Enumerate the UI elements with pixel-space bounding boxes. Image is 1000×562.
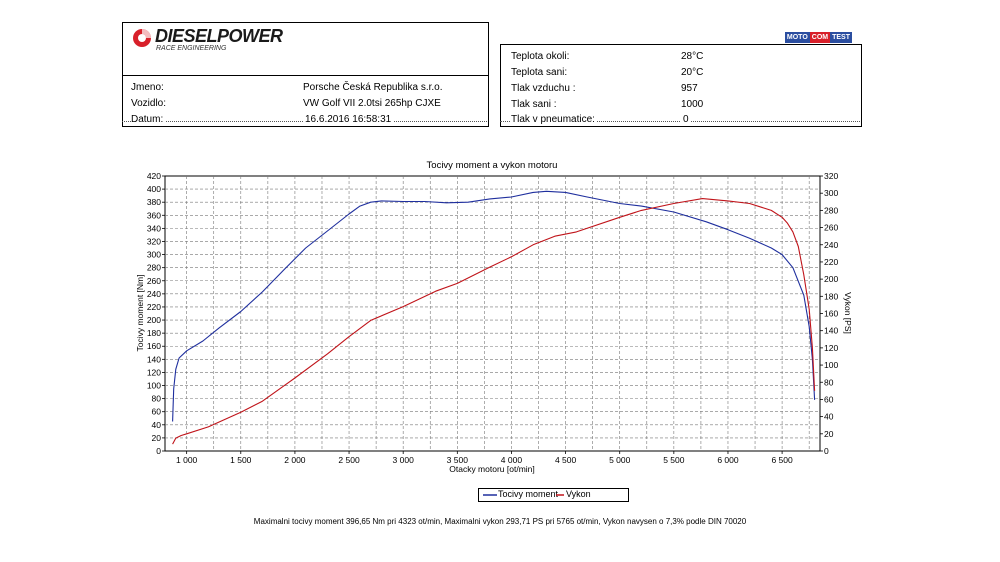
ambient-temp-label: Teplota okoli: <box>511 51 570 62</box>
owner-label: Jmeno: <box>131 82 164 93</box>
y2-tick-label: 300 <box>824 188 838 198</box>
intake-temp-value: 20°C <box>681 67 704 78</box>
tire-pressure-value: 0 <box>681 114 691 125</box>
chart-legend: Tocivy moment Vykon <box>478 488 629 502</box>
logo-wordmark: DIESELPOWER <box>155 26 283 46</box>
legend-label-torque: Tocivy moment <box>498 489 559 499</box>
x-tick-label: 2 000 <box>284 455 306 465</box>
tire-row-divider <box>500 121 860 122</box>
y2-tick-label: 320 <box>824 171 838 181</box>
y2-tick-label: 140 <box>824 326 838 336</box>
y2-tick-label: 40 <box>824 412 834 422</box>
x-tick-label: 5 000 <box>609 455 631 465</box>
y-tick-label: 280 <box>147 263 161 273</box>
company-logo: DIESELPOWER RACE ENGINEERING <box>130 26 290 56</box>
y-tick-label: 160 <box>147 341 161 351</box>
turbo-logo-icon <box>133 29 151 47</box>
x-tick-label: 5 500 <box>663 455 685 465</box>
x-tick-label: 4 500 <box>555 455 577 465</box>
x-tick-label: 4 000 <box>501 455 523 465</box>
logo-frame <box>122 22 489 75</box>
y2-tick-label: 200 <box>824 274 838 284</box>
intake-temp-label: Teplota sani: <box>511 67 568 78</box>
x-tick-label: 3 000 <box>393 455 415 465</box>
y-tick-label: 200 <box>147 315 161 325</box>
y2-tick-label: 280 <box>824 205 838 215</box>
power-curve <box>172 198 816 445</box>
logo-subtitle: RACE ENGINEERING <box>156 45 227 52</box>
motocom-test-badge: MOTO COM TEST <box>784 32 852 43</box>
y-tick-label: 60 <box>152 407 162 417</box>
y-tick-label: 120 <box>147 367 161 377</box>
y2-tick-label: 180 <box>824 291 838 301</box>
y2-tick-label: 100 <box>824 360 838 370</box>
x-tick-label: 6 500 <box>771 455 793 465</box>
tire-pressure-label: Tlak v pneumatice: <box>511 114 597 125</box>
torque-curve <box>172 190 816 422</box>
x-tick-label: 3 500 <box>447 455 469 465</box>
y2-tick-label: 120 <box>824 343 838 353</box>
y2-axis-ticks: 0 20 40 60 80 100 120 140 160 180 200 220 240 260 280 3… <box>820 171 838 456</box>
y2-tick-label: 220 <box>824 257 838 267</box>
y2-axis-label: Vykon [PS] <box>843 292 853 334</box>
conditions-box: Teplota okoli: 28°C Teplota sani: 20°C T… <box>500 44 862 127</box>
y2-tick-label: 240 <box>824 240 838 250</box>
x-tick-label: 2 500 <box>338 455 360 465</box>
y-tick-label: 0 <box>156 446 161 456</box>
y2-tick-label: 160 <box>824 309 838 319</box>
x-tick-label: 1 000 <box>176 455 198 465</box>
x-tick-label: 1 500 <box>230 455 252 465</box>
y2-tick-label: 0 <box>824 446 829 456</box>
vehicle-label: Vozidlo: <box>131 98 167 109</box>
air-pressure-label: Tlak vzduchu : <box>511 83 576 94</box>
y2-tick-label: 20 <box>824 429 834 439</box>
legend-label-power: Vykon <box>566 489 591 499</box>
legend-swatch-torque <box>483 494 497 496</box>
vehicle-info-box: Jmeno: Porsche Česká Republika s.r.o. Vo… <box>122 75 489 127</box>
badge-part-3: TEST <box>830 32 852 43</box>
y-tick-label: 40 <box>152 420 162 430</box>
air-pressure-value: 957 <box>681 83 698 94</box>
series-lines <box>172 190 816 445</box>
y-tick-label: 380 <box>147 197 161 207</box>
vehicle-value: VW Golf VII 2.0tsi 265hp CJXE <box>303 98 441 109</box>
y2-tick-label: 260 <box>824 223 838 233</box>
y-tick-label: 260 <box>147 276 161 286</box>
x-axis-ticks: 1 000 1 500 2 000 2 500 3 000 3 500 4 000 4 500… <box>176 451 793 465</box>
y-tick-label: 240 <box>147 289 161 299</box>
ambient-temp-value: 28°C <box>681 51 704 62</box>
chart-title: Tocivy moment a vykon motoru <box>427 160 558 171</box>
intake-pressure-value: 1000 <box>681 99 704 110</box>
y-tick-label: 20 <box>152 433 162 443</box>
x-tick-label: 6 000 <box>717 455 739 465</box>
y-tick-label: 180 <box>147 328 161 338</box>
y-tick-label: 360 <box>147 210 161 220</box>
summary-text: Maximalni tocivy moment 396,65 Nm pri 43… <box>253 517 747 526</box>
y-tick-label: 140 <box>147 354 161 364</box>
x-axis-label: Otacky motoru [ot/min] <box>449 464 535 474</box>
y-tick-label: 320 <box>147 236 161 246</box>
y2-tick-label: 80 <box>824 377 834 387</box>
intake-pressure-label: Tlak sani : <box>511 99 557 110</box>
y-axis-label: Tocivy moment [Nm] <box>135 275 145 352</box>
grid-lines <box>165 176 820 451</box>
date-label: Datum: <box>131 114 166 125</box>
badge-part-1: MOTO <box>784 32 810 43</box>
y-tick-label: 100 <box>147 381 161 391</box>
y-tick-label: 300 <box>147 250 161 260</box>
plot-area <box>164 175 821 452</box>
owner-value: Porsche Česká Republika s.r.o. <box>303 82 443 93</box>
badge-part-2: COM <box>809 32 831 43</box>
y-axis-ticks: 0 20 40 60 80 100 120 140 160 180 200 220 240 260 280 3… <box>147 171 165 456</box>
y-tick-label: 420 <box>147 171 161 181</box>
y-tick-label: 400 <box>147 184 161 194</box>
y-tick-label: 220 <box>147 302 161 312</box>
y-tick-label: 80 <box>152 394 162 404</box>
legend-swatch-power <box>556 494 564 496</box>
date-value: 16.6.2016 16:58:31 <box>303 114 394 125</box>
y2-tick-label: 60 <box>824 394 834 404</box>
y-tick-label: 340 <box>147 223 161 233</box>
